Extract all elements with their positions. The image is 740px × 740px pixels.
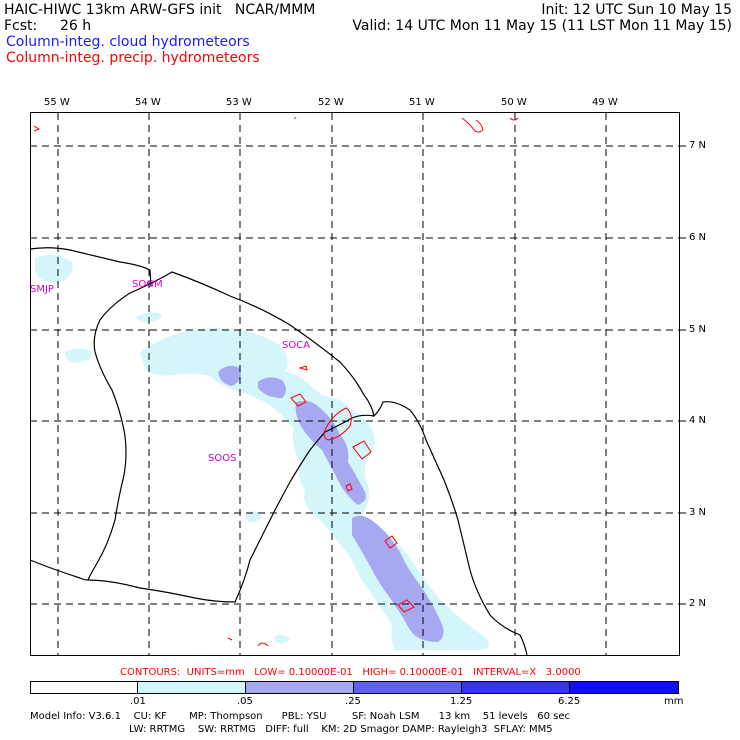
colorbar-unit: mm	[664, 696, 684, 707]
station-label: SOOS	[208, 453, 237, 464]
colorbar-tick: .25	[345, 696, 361, 707]
colorbar-tick: 6.25	[558, 696, 581, 707]
colorbar	[30, 681, 679, 694]
forecast-label: Fcst:	[4, 18, 38, 34]
station-label: SOGM	[132, 279, 163, 290]
lon-label: 55 W	[44, 97, 70, 108]
station-label: SMJP	[30, 284, 54, 295]
lat-label: 5 N	[689, 324, 707, 335]
colorbar-tick: .01	[130, 696, 146, 707]
station-label: SOCA	[282, 340, 311, 351]
map-title: HAIC-HIWC 13km ARW-GFS init NCAR/MMM	[4, 2, 316, 18]
init-time: Init: 12 UTC Sun 10 May 15	[541, 2, 732, 18]
cloud-shading-medium	[218, 365, 444, 642]
lat-label: 7 N	[689, 140, 707, 151]
lon-label: 54 W	[135, 97, 161, 108]
lon-label: 50 W	[501, 97, 527, 108]
lat-label: 4 N	[689, 415, 707, 426]
lon-label: 52 W	[318, 97, 344, 108]
model-info-line2: LW: RRTMG SW: RRTMG DIFF: full KM: 2D Sm…	[129, 724, 553, 735]
lat-label: 6 N	[689, 232, 707, 243]
contour-info: CONTOURS: UNITS=mm LOW= 0.10000E-01 HIGH…	[120, 667, 581, 678]
coastlines	[29, 247, 528, 656]
lon-label: 51 W	[409, 97, 435, 108]
field-precip-label: Column-integ. precip. hydrometeors	[6, 50, 260, 66]
lon-label: 49 W	[592, 97, 618, 108]
lon-label: 53 W	[226, 97, 252, 108]
colorbar-tick: .05	[237, 696, 253, 707]
lat-label: 2 N	[689, 598, 707, 609]
plot-frame	[30, 112, 680, 656]
lat-label: 3 N	[689, 507, 707, 518]
forecast-hour: 26 h	[60, 18, 92, 34]
model-info-line1: Model Info: V3.6.1 CU: KF MP: Thompson P…	[30, 711, 570, 722]
lat-ticks	[679, 145, 686, 605]
colorbar-tick: 1.25	[450, 696, 473, 707]
valid-time: Valid: 14 UTC Mon 11 May 15 (11 LST Mon …	[352, 18, 732, 34]
precip-contours	[33, 117, 519, 647]
field-cloud-label: Column-integ. cloud hydrometeors	[6, 34, 250, 50]
lat-lon-grid	[30, 113, 679, 655]
